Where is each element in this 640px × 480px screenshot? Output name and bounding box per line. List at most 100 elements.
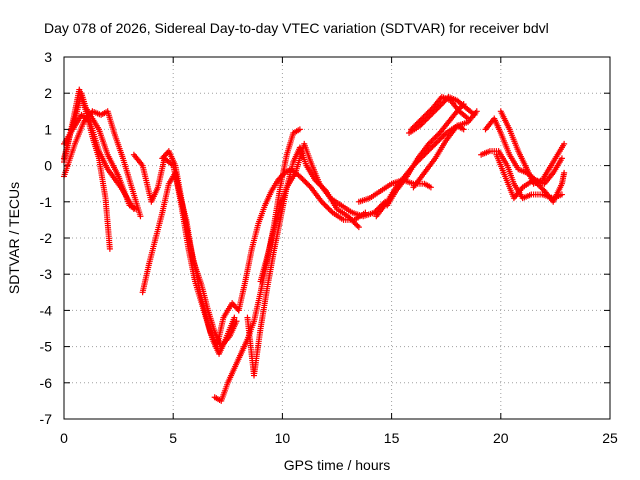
data-point (318, 198, 325, 205)
data-point (321, 201, 328, 208)
x-tick-label: 25 (602, 430, 618, 446)
data-point (427, 184, 434, 191)
data-point (540, 186, 547, 193)
y-tick-label: -5 (40, 339, 53, 355)
y-tick-label: 3 (44, 49, 52, 65)
data-point (355, 224, 362, 231)
series-track-15 (410, 122, 467, 191)
data-point (534, 181, 541, 188)
series-track-17 (408, 93, 472, 133)
data-point (409, 125, 416, 132)
data-point (439, 134, 446, 141)
data-point (432, 140, 439, 147)
series-track-11 (257, 140, 389, 285)
data-point (428, 144, 435, 151)
x-tick-label: 5 (169, 430, 177, 446)
data-point (426, 108, 433, 115)
data-point (421, 112, 428, 119)
y-tick-label: -3 (40, 266, 53, 282)
plot-frame (63, 56, 611, 420)
data-point (106, 245, 113, 252)
data-point (436, 136, 443, 143)
data-point (423, 111, 430, 118)
data-point (353, 221, 360, 228)
y-tick-label: 2 (44, 85, 52, 101)
data-point (424, 110, 431, 117)
data-point (537, 183, 544, 190)
chart-title: Day 078 of 2026, Sidereal Day-to-day VTE… (44, 20, 549, 36)
data-point (437, 135, 444, 142)
data-point (408, 126, 415, 133)
data-point (533, 179, 540, 186)
data-point (427, 107, 434, 114)
data-point (324, 204, 331, 211)
data-point (130, 206, 137, 213)
data-point (437, 102, 444, 109)
data-point (299, 176, 306, 183)
data-point (428, 106, 435, 113)
data-points (61, 86, 568, 404)
data-point (410, 123, 417, 130)
data-point (419, 115, 426, 122)
data-point (432, 134, 439, 141)
data-point (435, 131, 442, 138)
series-track-7 (159, 148, 242, 350)
data-point (425, 140, 432, 147)
data-point (415, 119, 422, 126)
data-point (440, 132, 447, 139)
data-point (231, 314, 238, 321)
y-tick-label: -2 (40, 230, 53, 246)
data-point (561, 169, 568, 176)
data-point (298, 174, 305, 181)
data-point (429, 143, 436, 150)
data-point (465, 115, 472, 122)
data-point (354, 222, 361, 229)
y-tick-label: -6 (40, 375, 53, 391)
series-track-14 (384, 101, 467, 209)
data-point (305, 181, 312, 188)
y-tick-label: -1 (40, 194, 53, 210)
x-tick-label: 10 (275, 430, 291, 446)
data-point (325, 205, 332, 212)
data-point (561, 140, 568, 147)
data-point (426, 146, 433, 153)
data-point (412, 122, 419, 129)
data-point (302, 178, 309, 185)
data-point (417, 116, 424, 123)
y-tick-label: 1 (44, 121, 52, 137)
data-point (427, 139, 434, 146)
y-axis-label: SDTVAR / TECUs (6, 182, 22, 294)
data-point (413, 120, 420, 127)
data-point (558, 191, 565, 198)
data-point (441, 131, 448, 138)
y-tick-label: -4 (40, 302, 53, 318)
data-point (303, 180, 310, 187)
data-point (536, 182, 543, 189)
data-point (328, 208, 335, 215)
data-point (471, 111, 478, 118)
data-point (530, 177, 537, 184)
y-axis: 3 2 1 0 -1 -2 -3 -4 -5 -6 -7 (40, 49, 610, 427)
data-point (460, 126, 467, 133)
data-point (322, 202, 329, 209)
series-track-21 (493, 151, 568, 205)
data-point (420, 114, 427, 121)
series-track-4 (61, 111, 137, 213)
data-point (538, 185, 545, 192)
data-point (326, 206, 333, 213)
data-point (435, 138, 442, 145)
data-point (320, 200, 327, 207)
data-point (428, 138, 435, 145)
data-point (436, 103, 443, 110)
x-tick-label: 0 (60, 430, 68, 446)
data-point (416, 118, 423, 125)
data-point (296, 173, 303, 180)
series-track-3 (61, 108, 144, 220)
data-point (137, 213, 144, 220)
data-point (429, 136, 436, 143)
data-point (300, 177, 307, 184)
data-point (531, 178, 538, 185)
data-point (433, 132, 440, 139)
